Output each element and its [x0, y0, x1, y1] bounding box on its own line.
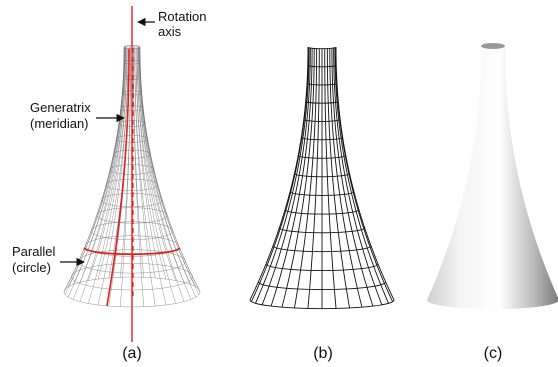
mesh-a-meridian-32 — [137, 45, 185, 283]
mesh-a-meridian-35 — [139, 46, 200, 290]
wire-meridian-10 — [294, 48, 318, 309]
parallel-label-line1: Parallel — [12, 244, 55, 259]
mesh-a-meridian-22 — [79, 45, 127, 283]
panel-b-wireframe: (b) — [249, 46, 395, 362]
mesh-a-meridian-31 — [136, 45, 176, 281]
parallel-circle-curve — [83, 247, 181, 256]
mesh-a-meridian-3 — [138, 47, 192, 300]
mesh-a-meridian-2 — [139, 47, 197, 298]
mesh-a-meridian-21 — [72, 46, 126, 285]
mesh-a-meridian-30 — [135, 45, 167, 280]
rotation-axis-label-line1: Rotation — [158, 9, 206, 24]
caption-a: (a) — [122, 345, 142, 362]
wire-meridian-9 — [307, 48, 320, 309]
mesh-a-meridian-19 — [64, 46, 125, 290]
parallel-label-line2: (circle) — [12, 260, 51, 275]
wireframe-mesh — [249, 46, 395, 310]
mesh-a-meridian-34 — [139, 46, 197, 287]
panel-a-surface-diagram: Rotation axis Generatrix (meridian) Para… — [12, 6, 206, 362]
wire-meridian-12 — [270, 48, 313, 307]
panel-c-shaded-surface: (c) — [427, 43, 558, 362]
wire-meridian-2 — [334, 47, 389, 304]
shaded-surface-top-opening — [481, 43, 505, 49]
mesh-a-meridian-5 — [136, 48, 176, 304]
wire-meridian-3 — [333, 47, 383, 305]
caption-b: (b) — [313, 345, 333, 362]
mesh-a-meridian-26 — [120, 45, 131, 278]
generatrix-label-line1: Generatrix — [30, 100, 91, 115]
mesh-a-meridian-8 — [133, 48, 144, 307]
mesh-a-meridian-16 — [67, 47, 125, 298]
mesh-a-meridian-0 — [139, 46, 201, 293]
wire-meridian-4 — [331, 48, 374, 307]
wire-meridian-1 — [335, 47, 394, 302]
wire-meridian-13 — [261, 47, 311, 305]
wire-meridian-6 — [326, 48, 350, 309]
generatrix-label-line2: (meridian) — [30, 116, 89, 131]
wire-meridian-16 — [249, 46, 309, 301]
wire-meridian-7 — [324, 48, 337, 309]
rotation-axis-label-line2: axis — [158, 24, 182, 39]
wire-meridian-14 — [255, 47, 310, 304]
wire-meridian-15 — [250, 47, 309, 302]
mesh-a-meridian-13 — [88, 48, 128, 304]
mesh-a-meridian-33 — [138, 46, 192, 285]
mesh-a-meridian-28 — [133, 45, 144, 278]
wire-parallel-0 — [307, 46, 337, 50]
wire-meridian-11 — [281, 48, 315, 308]
mesh-a-meridian-29 — [134, 45, 156, 278]
mesh-a-meridian-23 — [88, 45, 128, 281]
caption-c: (c) — [484, 345, 503, 362]
generatrix-meridian-curve — [106, 48, 130, 307]
wire-meridian-5 — [329, 48, 363, 308]
shaded-surface-body — [427, 46, 558, 310]
mesh-a-meridian-24 — [97, 45, 129, 280]
mesh-a-meridian-20 — [67, 46, 125, 287]
